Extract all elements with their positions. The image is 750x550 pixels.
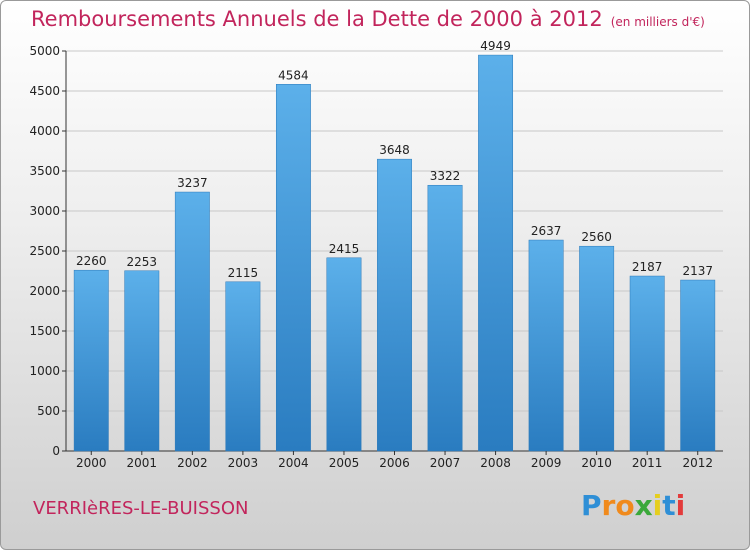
logo-letter: o bbox=[615, 489, 635, 522]
x-tick-label: 2004 bbox=[278, 456, 309, 470]
x-tick-label: 2008 bbox=[480, 456, 511, 470]
bar-value-label: 2137 bbox=[682, 264, 713, 278]
logo-letter: x bbox=[634, 489, 653, 522]
x-tick-label: 2005 bbox=[329, 456, 360, 470]
logo-letter: i bbox=[675, 489, 686, 522]
bar bbox=[225, 281, 261, 452]
x-tick-label: 2010 bbox=[581, 456, 612, 470]
x-tick-label: 2003 bbox=[228, 456, 259, 470]
x-tick-label: 2002 bbox=[177, 456, 208, 470]
bar-value-label: 4584 bbox=[278, 68, 309, 82]
bar bbox=[73, 269, 109, 452]
x-tick-label: 2000 bbox=[76, 456, 107, 470]
x-tick-label: 2006 bbox=[379, 456, 410, 470]
x-tick-label: 2001 bbox=[127, 456, 158, 470]
chart-subtitle: (en milliers d'€) bbox=[610, 15, 705, 29]
y-tick-label: 2000 bbox=[29, 284, 60, 298]
bar bbox=[124, 270, 160, 452]
bar-value-label: 4949 bbox=[480, 39, 511, 53]
bar bbox=[478, 54, 514, 452]
y-tick-label: 3500 bbox=[29, 164, 60, 178]
chart-title-block: Remboursements Annuels de la Dette de 20… bbox=[31, 7, 705, 31]
y-tick-label: 1500 bbox=[29, 324, 60, 338]
bar bbox=[377, 158, 412, 452]
logo-letter: P bbox=[581, 489, 602, 522]
bar-value-label: 3237 bbox=[177, 176, 208, 190]
bar bbox=[174, 191, 210, 452]
logo-letter: r bbox=[601, 489, 616, 522]
x-tick-label: 2009 bbox=[531, 456, 562, 470]
bar-value-label: 3322 bbox=[430, 169, 461, 183]
bar bbox=[275, 84, 311, 452]
y-tick-label: 1000 bbox=[29, 364, 60, 378]
y-tick-label: 0 bbox=[52, 444, 60, 458]
bar-value-label: 2415 bbox=[329, 242, 360, 256]
y-tick-label: 2500 bbox=[29, 244, 60, 258]
bar bbox=[680, 279, 716, 452]
x-tick-label: 2007 bbox=[430, 456, 461, 470]
commune-name: VERRIèRES-LE-BUISSON bbox=[33, 498, 249, 519]
proxiti-logo: Proxiti bbox=[581, 489, 685, 522]
bar bbox=[528, 239, 564, 452]
x-tick-label: 2012 bbox=[682, 456, 713, 470]
bar-value-label: 2260 bbox=[76, 254, 107, 268]
bar bbox=[427, 184, 463, 452]
bar-value-label: 3648 bbox=[379, 143, 410, 157]
y-tick-label: 4000 bbox=[29, 124, 60, 138]
logo-letter: i bbox=[652, 489, 663, 522]
bar-value-label: 2115 bbox=[228, 266, 259, 280]
bar-value-label: 2560 bbox=[581, 230, 612, 244]
chart-title: Remboursements Annuels de la Dette de 20… bbox=[31, 7, 603, 31]
y-tick-label: 4500 bbox=[29, 84, 60, 98]
y-tick-label: 500 bbox=[37, 404, 60, 418]
x-tick-label: 2011 bbox=[632, 456, 663, 470]
bar-value-label: 2637 bbox=[531, 224, 562, 238]
bar bbox=[579, 245, 615, 452]
y-tick-label: 3000 bbox=[29, 204, 60, 218]
bar bbox=[629, 275, 665, 452]
bar-value-label: 2187 bbox=[632, 260, 663, 274]
y-tick-label: 5000 bbox=[29, 44, 60, 58]
bar-value-label: 2253 bbox=[127, 255, 158, 269]
bar bbox=[326, 257, 362, 452]
logo-letter: t bbox=[662, 489, 676, 522]
